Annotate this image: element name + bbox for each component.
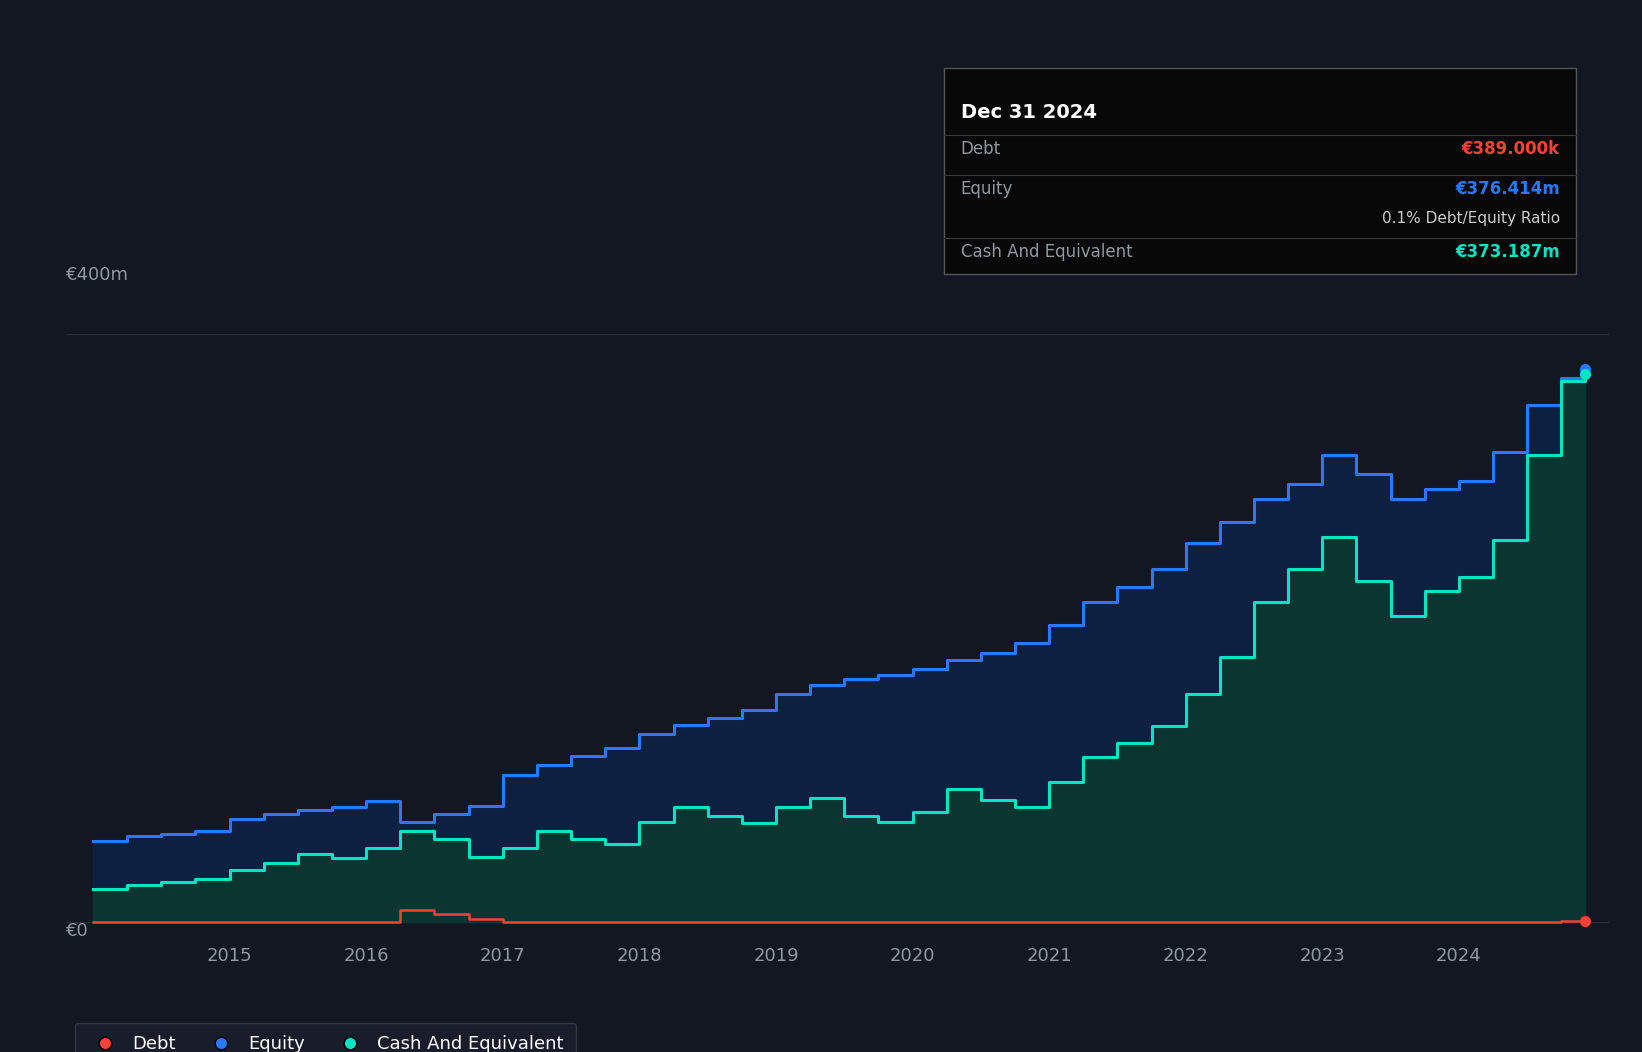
Text: €389.000k: €389.000k [1461, 140, 1560, 158]
Text: €376.414m: €376.414m [1455, 180, 1560, 198]
Text: Debt: Debt [961, 140, 1000, 158]
Text: Dec 31 2024: Dec 31 2024 [961, 103, 1097, 122]
Text: Equity: Equity [961, 180, 1013, 198]
Text: Cash And Equivalent: Cash And Equivalent [961, 243, 1133, 261]
Legend: Debt, Equity, Cash And Equivalent: Debt, Equity, Cash And Equivalent [74, 1023, 576, 1052]
Text: €400m: €400m [66, 266, 128, 284]
Text: €373.187m: €373.187m [1455, 243, 1560, 261]
Text: 0.1% Debt/Equity Ratio: 0.1% Debt/Equity Ratio [1383, 211, 1560, 226]
Text: €0: €0 [66, 922, 89, 940]
